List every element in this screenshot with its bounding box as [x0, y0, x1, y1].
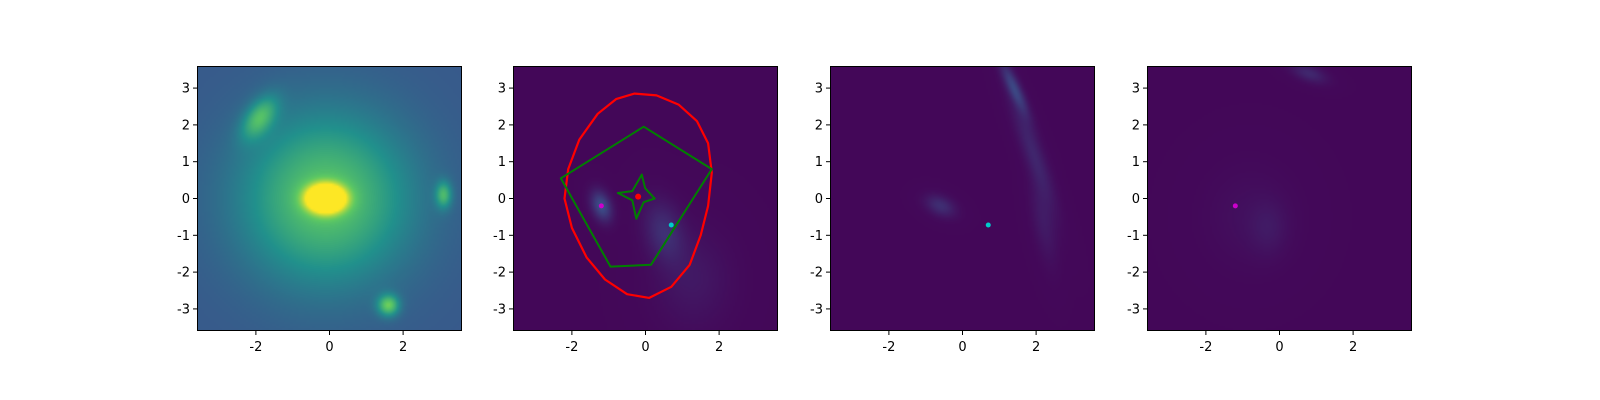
x-tick-label: -2 [249, 340, 262, 355]
y-tick-label: 1 [1132, 155, 1140, 170]
y-tick-label: -3 [1127, 302, 1140, 317]
x-tick-label: -2 [1199, 340, 1212, 355]
y-tick-label: 2 [498, 118, 506, 133]
y-tick-label: 2 [182, 118, 190, 133]
x-tick-label: 2 [715, 340, 723, 355]
y-tick-label: -1 [1127, 229, 1140, 244]
axes-frame [1147, 66, 1412, 331]
data-point [598, 203, 604, 209]
x-tick-label: 0 [958, 340, 966, 355]
x-tick-label: -2 [882, 340, 895, 355]
y-tick-label: -3 [810, 302, 823, 317]
axes-frame [513, 66, 778, 331]
y-tick-label: 0 [498, 192, 506, 207]
overlay-group [1232, 203, 1238, 209]
y-tick-label: 3 [182, 82, 190, 97]
heatmap-image [513, 66, 778, 331]
data-point [985, 222, 991, 228]
y-tick-label: -3 [493, 302, 506, 317]
y-tick-label: -1 [810, 229, 823, 244]
overlay-group [985, 222, 991, 228]
panel-4: -2 0 2 3 2 1 0 -1 -2 -3 [1127, 66, 1412, 355]
data-point [1232, 203, 1238, 209]
x-tick-label: 0 [325, 340, 333, 355]
x-tick-label: 2 [1349, 340, 1357, 355]
y-tick-label: 2 [1132, 118, 1140, 133]
data-point [668, 222, 674, 228]
y-tick-label: 3 [815, 82, 823, 97]
outer-caustic [559, 125, 713, 268]
x-tick-label: 2 [1032, 340, 1040, 355]
panel-1: -2 0 2 3 2 1 0 -1 -2 -3 [177, 66, 462, 355]
overlay-group [559, 92, 713, 299]
axes-frame [197, 66, 462, 331]
y-tick-label: 3 [498, 82, 506, 97]
inner-caustic [616, 173, 656, 220]
y-tick-label: 0 [182, 192, 190, 207]
x-tick-label: 2 [399, 340, 407, 355]
heatmap-image [1147, 66, 1412, 331]
y-tick-label: 3 [1132, 82, 1140, 97]
panel-2: -2 0 2 3 2 1 0 -1 -2 -3 [493, 66, 778, 355]
x-tick-label: 0 [641, 340, 649, 355]
y-tick-label: -2 [810, 266, 823, 281]
panel-3: -2 0 2 3 2 1 0 -1 -2 -3 [810, 66, 1095, 355]
y-tick-label: -2 [493, 266, 506, 281]
y-tick-label: -2 [1127, 266, 1140, 281]
heatmap-image [830, 66, 1095, 331]
y-tick-label: 0 [1132, 192, 1140, 207]
y-tick-label: -1 [177, 229, 190, 244]
heatmap-image [197, 66, 462, 331]
y-tick-label: 1 [182, 155, 190, 170]
y-tick-label: -3 [177, 302, 190, 317]
critical-curve [563, 92, 713, 299]
y-tick-label: 1 [498, 155, 506, 170]
x-tick-label: 0 [1275, 340, 1283, 355]
y-tick-label: -2 [177, 266, 190, 281]
y-tick-label: 2 [815, 118, 823, 133]
y-tick-label: 0 [815, 192, 823, 207]
y-tick-label: -1 [493, 229, 506, 244]
x-tick-label: -2 [565, 340, 578, 355]
axes-frame [830, 66, 1095, 331]
data-point [635, 193, 642, 200]
y-tick-label: 1 [815, 155, 823, 170]
